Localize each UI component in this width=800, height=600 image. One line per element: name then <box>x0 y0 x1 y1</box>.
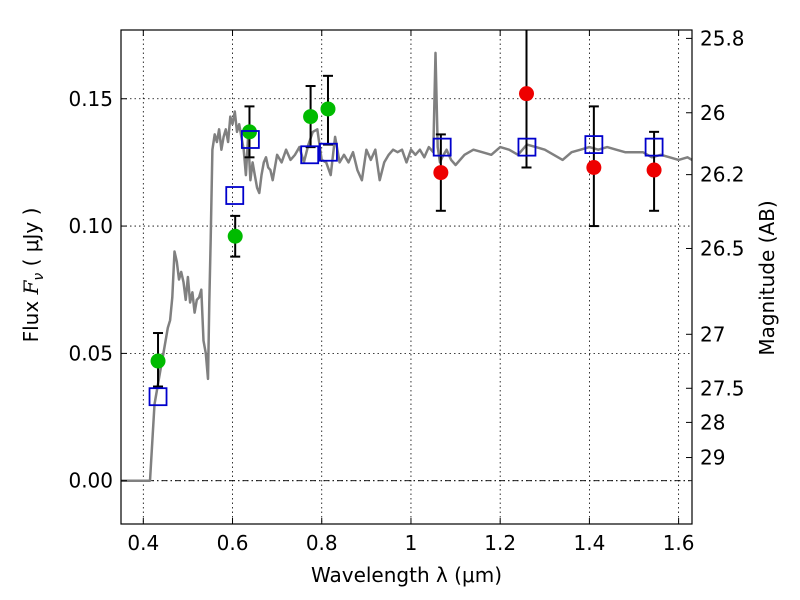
green-point <box>303 109 319 125</box>
y2-tick-label: 29 <box>700 446 725 470</box>
y2-axis-label: Magnitude (AB) <box>755 200 779 355</box>
y-tick-label: 0.05 <box>68 341 113 365</box>
model-photometry-square <box>319 142 338 162</box>
y-tick-label: 0.00 <box>68 469 113 493</box>
y-tick-label: 0.15 <box>68 87 113 111</box>
y-axis-label-symbol: F <box>19 279 43 295</box>
green-point <box>320 101 336 117</box>
x-tick-label: 0.6 <box>217 531 249 555</box>
y-axis-label: Flux Fν ( μJy ) <box>19 208 47 343</box>
green-point <box>227 228 243 244</box>
y-axis-label-unit: ( μJy ) <box>19 208 43 273</box>
green-point <box>150 353 166 369</box>
model-photometry-square <box>517 137 537 157</box>
y-axis-label-subscript: ν <box>31 273 47 281</box>
error-bars <box>153 30 660 388</box>
y2-tick-label: 25.8 <box>700 26 745 50</box>
model-sed <box>121 51 693 482</box>
red-point <box>646 162 662 178</box>
plot-frame <box>120 29 693 525</box>
model-photometry-square <box>240 130 260 149</box>
red-point <box>433 165 449 181</box>
y2-tick-label: 26.5 <box>700 236 745 260</box>
model-photometry-square <box>225 186 245 205</box>
x-axis-label: Wavelength λ (μm) <box>311 563 502 587</box>
markers <box>148 86 664 407</box>
x-tick-label: 1.4 <box>573 531 605 555</box>
axis-ticks: 0.4 0.6 0.8 1 1.2 1.4 1.6 0.00 0.05 0.10 0.15 25.8 2… <box>68 26 744 555</box>
y2-tick-label: 28 <box>700 410 725 434</box>
y2-tick-label: 26.2 <box>700 163 745 187</box>
y-axis-label-prefix: Flux <box>19 294 43 342</box>
y-tick-label: 0.10 <box>68 214 113 238</box>
red-point <box>586 160 602 176</box>
model-photometry-square <box>644 137 664 157</box>
model-photometry-square <box>148 387 168 407</box>
x-tick-label: 0.8 <box>306 531 338 555</box>
y2-tick-label: 27.5 <box>700 376 745 400</box>
red-point <box>518 86 534 102</box>
model-photometry-square <box>584 135 604 154</box>
model-photometry-square <box>432 137 452 157</box>
x-tick-label: 1.2 <box>484 531 516 555</box>
model-photometry-square <box>300 145 320 165</box>
x-tick-label: 0.4 <box>127 531 159 555</box>
y2-tick-label: 26 <box>700 101 725 125</box>
model-sed-line <box>121 51 693 482</box>
y2-tick-label: 27 <box>700 322 725 346</box>
grid <box>121 30 692 524</box>
x-tick-label: 1.6 <box>663 531 695 555</box>
x-tick-label: 1 <box>405 531 418 555</box>
